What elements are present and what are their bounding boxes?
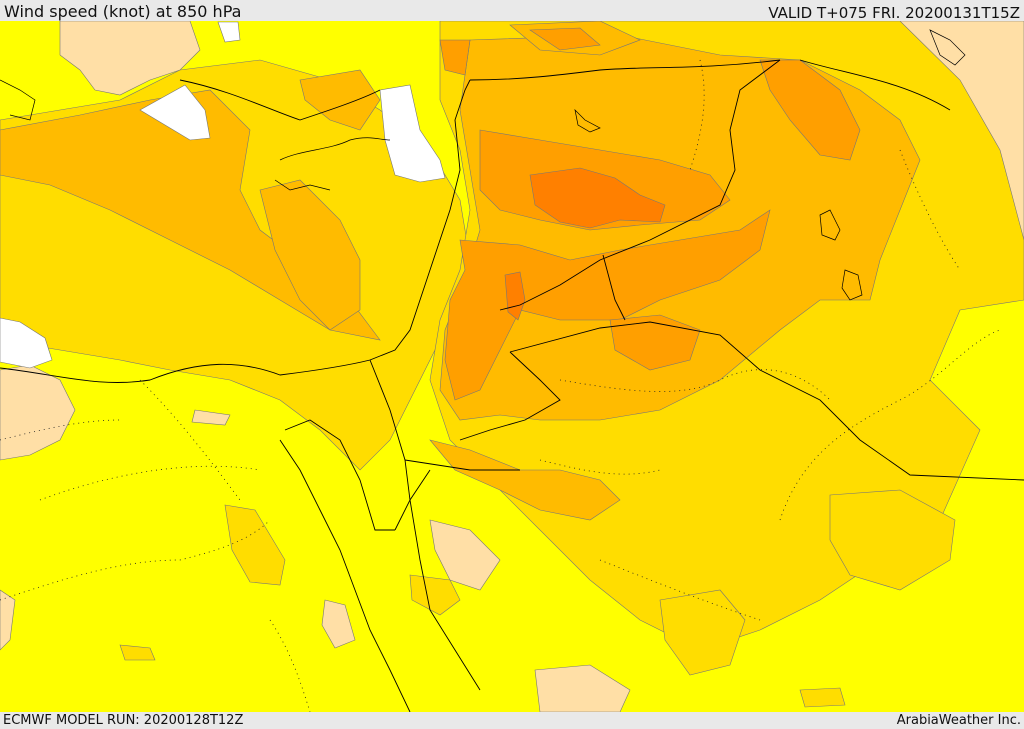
coast-details: [0, 29, 966, 301]
header-bar: Wind speed (knot) at 850 hPa VALID T+075…: [0, 0, 1024, 22]
dotted-boundaries: [0, 59, 1001, 712]
valid-time: VALID T+075 FRI. 20200131T15Z: [768, 4, 1020, 22]
borders: [0, 59, 1024, 712]
footer-bar: ECMWF MODEL RUN: 20200128T12Z ArabiaWeat…: [0, 712, 1024, 729]
wind-speed-map: [0, 21, 1024, 712]
map-canvas: [0, 21, 1024, 712]
low-wind-areas: [0, 21, 446, 369]
map-title: Wind speed (knot) at 850 hPa: [4, 2, 242, 21]
band-5-areas: [504, 167, 666, 321]
credit: ArabiaWeather Inc.: [896, 713, 1021, 728]
model-run: ECMWF MODEL RUN: 20200128T12Z: [3, 713, 244, 728]
